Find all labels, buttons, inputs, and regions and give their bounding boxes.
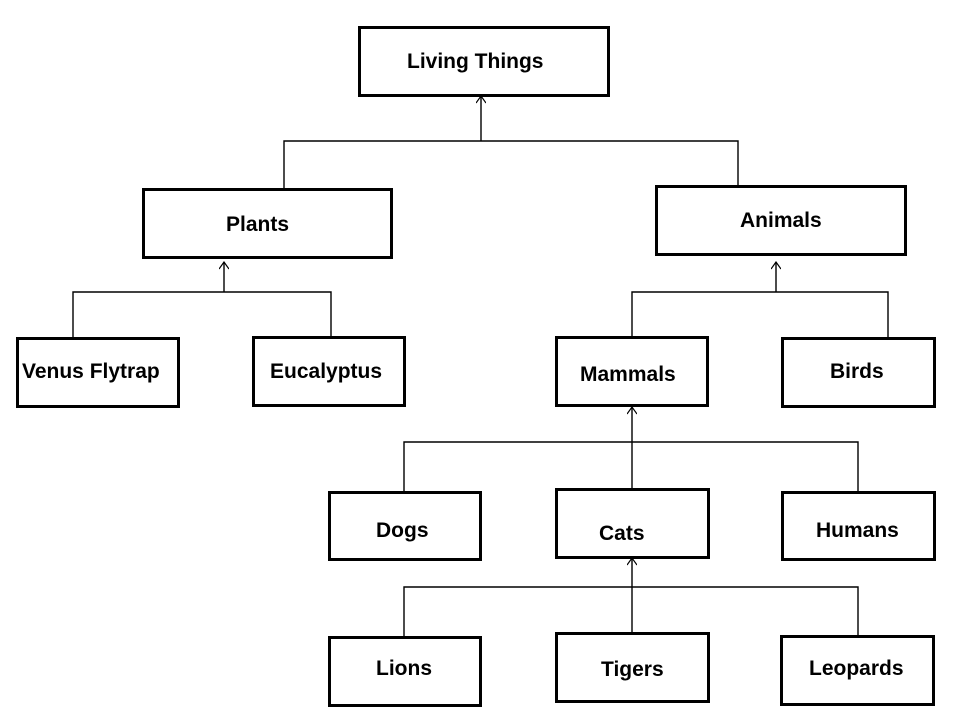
node-venus-flytrap: Venus Flytrap (16, 337, 180, 408)
node-label: Living Things (407, 50, 544, 73)
node-eucalyptus: Eucalyptus (252, 336, 406, 407)
node-label: Animals (740, 209, 822, 232)
node-dogs: Dogs (328, 491, 482, 561)
node-lions: Lions (328, 636, 482, 707)
node-label: Mammals (580, 363, 676, 386)
connector-animals (631, 291, 889, 338)
node-animals: Animals (655, 185, 907, 256)
node-birds: Birds (781, 337, 936, 408)
node-label: Eucalyptus (270, 360, 383, 383)
node-label: Cats (599, 522, 645, 545)
node-label: Leopards (809, 657, 904, 680)
connector-mammals (403, 441, 859, 492)
node-humans: Humans (781, 491, 936, 561)
node-label: Birds (830, 360, 884, 383)
node-living-things: Living Things (358, 26, 610, 97)
node-label: Venus Flytrap (22, 360, 160, 383)
node-cats: Cats (555, 488, 710, 559)
node-leopards: Leopards (780, 635, 935, 706)
connector-cats (403, 586, 859, 637)
node-tigers: Tigers (555, 632, 710, 703)
node-label: Dogs (376, 519, 429, 542)
connector-living-things (283, 140, 739, 188)
node-mammals: Mammals (555, 336, 709, 407)
node-label: Plants (226, 213, 290, 236)
connector-plants (72, 291, 332, 338)
node-label: Tigers (601, 658, 664, 681)
node-label: Lions (376, 657, 432, 680)
node-plants: Plants (142, 188, 393, 259)
node-label: Humans (816, 519, 899, 542)
